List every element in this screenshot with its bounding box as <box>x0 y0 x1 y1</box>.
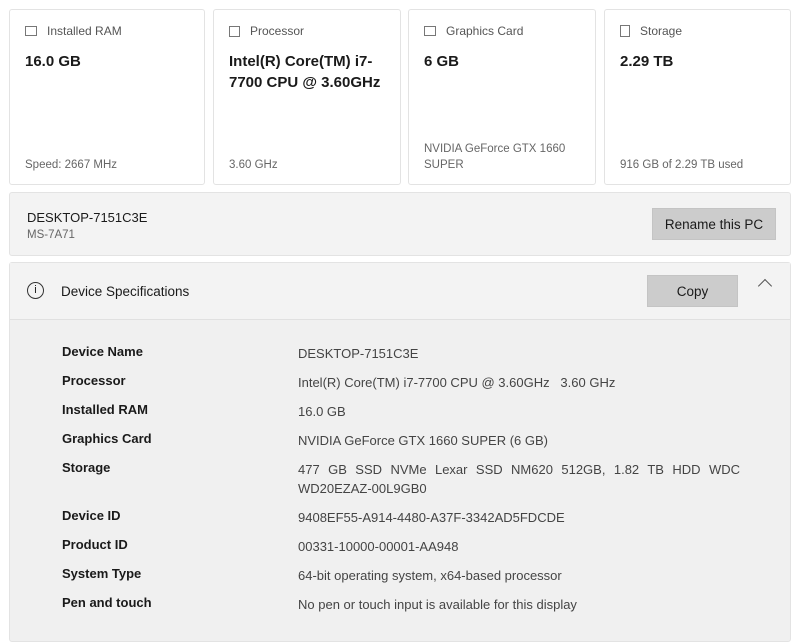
spec-row-device-name: Device Name DESKTOP-7151C3E <box>62 344 740 363</box>
card-graphics: Graphics Card 6 GB NVIDIA GeForce GTX 16… <box>408 9 596 185</box>
spec-row-installed-ram: Installed RAM 16.0 GB <box>62 402 740 421</box>
card-label: Processor <box>250 24 305 38</box>
spec-value: Intel(R) Core(TM) i7-7700 CPU @ 3.60GHz … <box>298 375 616 390</box>
pc-name: DESKTOP-7151C3E <box>27 210 148 225</box>
card-value: 16.0 GB <box>25 53 81 70</box>
device-specifications-section: i Device Specifications Copy Device Name… <box>9 262 791 642</box>
processor-icon <box>229 25 240 37</box>
spec-key: Processor <box>62 373 126 388</box>
graphics-card-icon <box>424 26 436 36</box>
spec-key: Device ID <box>62 508 121 523</box>
spec-key: Pen and touch <box>62 595 152 610</box>
card-label: Graphics Card <box>446 24 524 38</box>
spec-row-pen-touch: Pen and touch No pen or touch input is av… <box>62 595 740 614</box>
chevron-up-icon[interactable] <box>757 278 773 294</box>
card-sub: 3.60 GHz <box>229 159 278 171</box>
card-storage: Storage 2.29 TB 916 GB of 2.29 TB used <box>604 9 791 185</box>
card-sub: NVIDIA GeForce GTX 1660 SUPER <box>424 143 566 171</box>
card-value: Intel(R) Core(TM) i7-7700 CPU @ 3.60GHz <box>229 53 381 91</box>
spec-key: Graphics Card <box>62 431 152 446</box>
specs-title: Device Specifications <box>61 284 190 299</box>
spec-value: 9408EF55-A914-4480-A37F-3342AD5FDCDE <box>298 510 565 525</box>
spec-value: 477 GB SSD NVMe Lexar SSD NM620 512GB, 1… <box>298 462 740 496</box>
spec-row-product-id: Product ID 00331-10000-00001-AA948 <box>62 537 740 556</box>
specs-header[interactable]: i Device Specifications Copy <box>10 263 790 320</box>
card-installed-ram: Installed RAM 16.0 GB Speed: 2667 MHz <box>9 9 205 185</box>
card-value: 6 GB <box>424 53 460 70</box>
rename-pc-button[interactable]: Rename this PC <box>652 208 776 240</box>
spec-value: NVIDIA GeForce GTX 1660 SUPER (6 GB) <box>298 433 548 448</box>
spec-key: System Type <box>62 566 142 581</box>
spec-value: 64-bit operating system, x64-based proce… <box>298 568 562 583</box>
spec-row-processor: Processor Intel(R) Core(TM) i7-7700 CPU @… <box>62 373 740 392</box>
spec-value: 16.0 GB <box>298 404 346 419</box>
spec-key: Installed RAM <box>62 402 148 417</box>
spec-value: 00331-10000-00001-AA948 <box>298 539 459 554</box>
storage-icon <box>620 25 630 37</box>
card-label: Installed RAM <box>47 24 122 38</box>
spec-value: No pen or touch input is available for t… <box>298 597 577 612</box>
ram-icon <box>25 26 37 36</box>
spec-row-graphics-card: Graphics Card NVIDIA GeForce GTX 1660 SUP… <box>62 431 740 450</box>
info-icon: i <box>27 282 44 299</box>
pc-name-section: DESKTOP-7151C3E MS-7A71 Rename this PC <box>9 192 791 256</box>
spec-row-storage: Storage 477 GB SSD NVMe Lexar SSD NM620 5… <box>62 460 740 498</box>
copy-button[interactable]: Copy <box>647 275 738 307</box>
spec-key: Storage <box>62 460 111 475</box>
spec-row-system-type: System Type 64-bit operating system, x64-… <box>62 566 740 585</box>
spec-key: Product ID <box>62 537 128 552</box>
spec-value: DESKTOP-7151C3E <box>298 346 419 361</box>
card-label: Storage <box>640 24 683 38</box>
card-value: 2.29 TB <box>620 53 674 70</box>
pc-model: MS-7A71 <box>27 229 75 241</box>
card-processor: Processor Intel(R) Core(TM) i7-7700 CPU … <box>213 9 401 185</box>
card-sub: Speed: 2667 MHz <box>25 159 118 171</box>
card-sub: 916 GB of 2.29 TB used <box>620 159 744 171</box>
spec-key: Device Name <box>62 344 143 359</box>
spec-row-device-id: Device ID 9408EF55-A914-4480-A37F-3342AD5… <box>62 508 740 527</box>
